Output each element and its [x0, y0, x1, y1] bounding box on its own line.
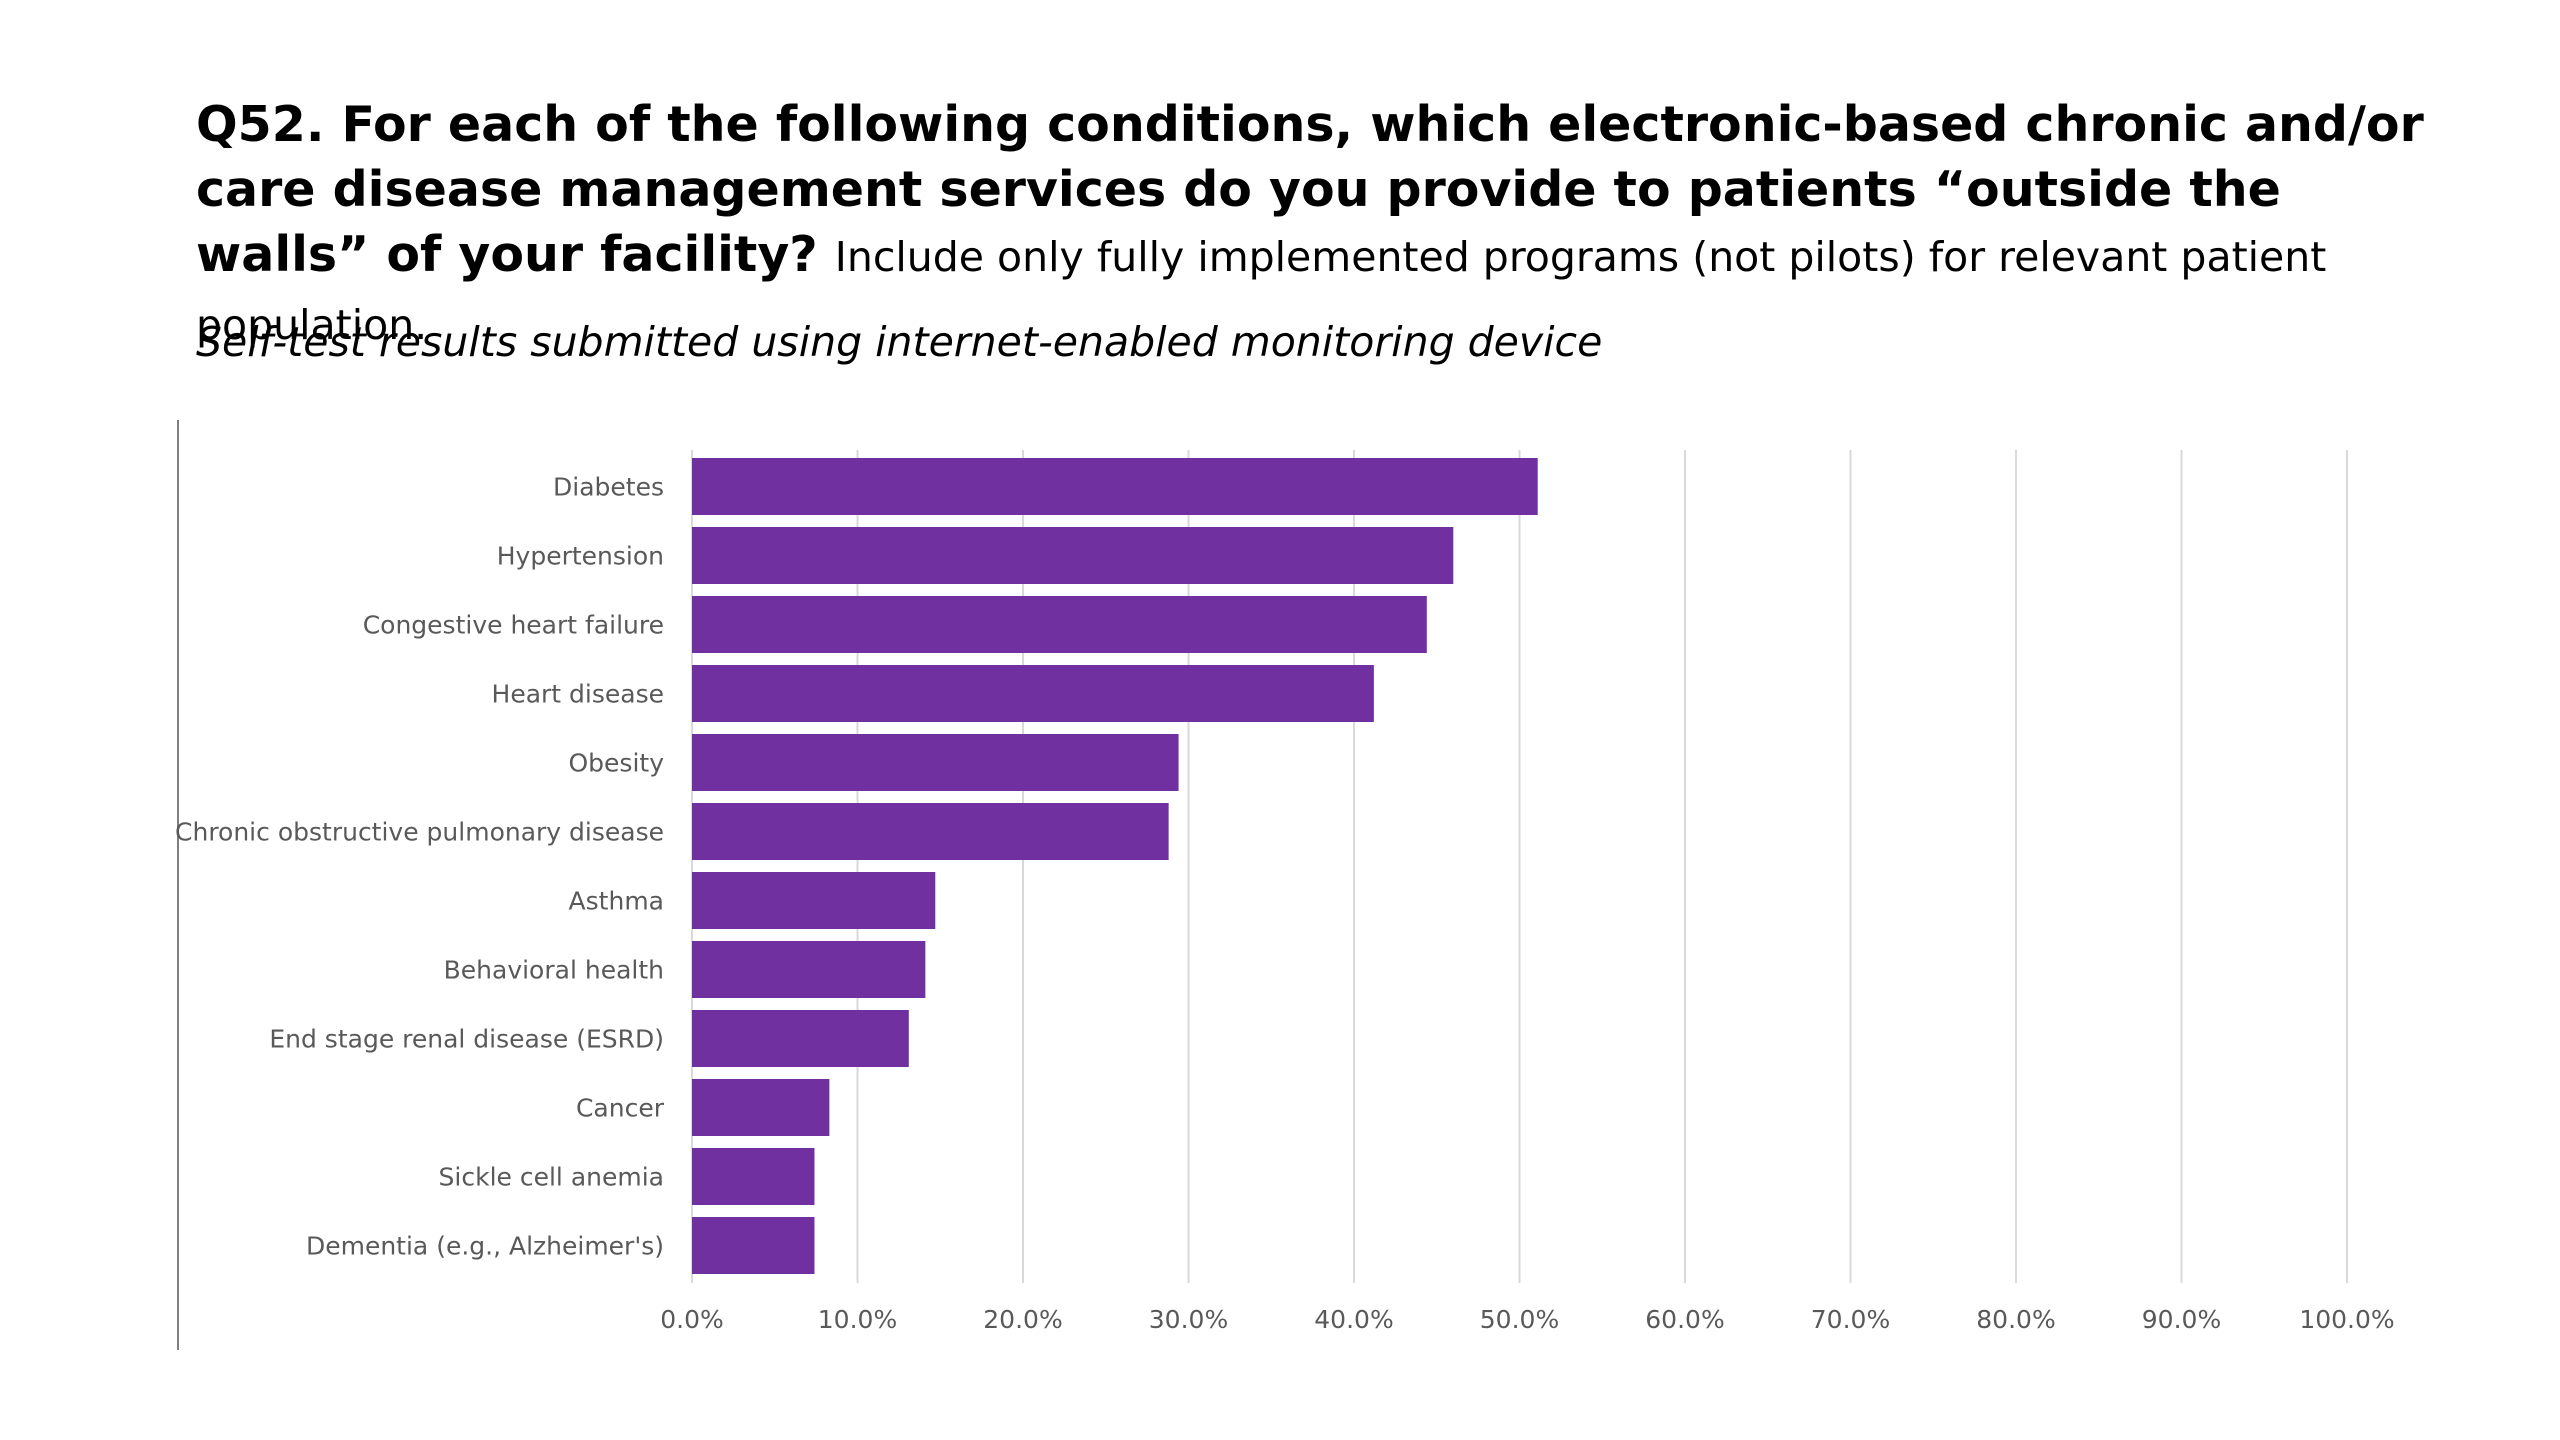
x-axis-tick-labels: 0.0% 10.0% 20.0% 30.0% 40.0% 50.0% 60.0% 70.0% 8… [660, 1305, 2394, 1334]
bar [692, 596, 1427, 653]
bar [692, 941, 926, 998]
category-labels: Diabetes Hypertension Congestive heart fai… [175, 473, 665, 1261]
chart-subtitle: Self-test results submitted using intern… [196, 318, 1603, 366]
x-tick-label: 70.0% [1811, 1305, 1890, 1334]
category-label: Heart disease [492, 680, 664, 709]
bar [692, 1148, 815, 1205]
x-tick-label: 50.0% [1480, 1305, 1559, 1334]
x-tick-label: 10.0% [818, 1305, 897, 1334]
bar [692, 872, 936, 929]
x-tick-label: 100.0% [2299, 1305, 2394, 1334]
category-label: Congestive heart failure [363, 611, 664, 640]
x-tick-label: 40.0% [1314, 1305, 1393, 1334]
slide-title: Q52. For each of the following condition… [196, 92, 2436, 358]
title-note: Include only fully implemented programs … [196, 233, 2327, 349]
category-label: End stage renal disease (ESRD) [269, 1025, 664, 1054]
bar [692, 734, 1179, 791]
bar [692, 1217, 815, 1274]
gridlines [691, 450, 2348, 1283]
x-tick-label: 0.0% [660, 1305, 724, 1334]
bar [692, 665, 1374, 722]
left-divider-line [177, 420, 179, 1350]
category-label: Obesity [569, 749, 665, 778]
category-label: Chronic obstructive pulmonary disease [175, 818, 664, 847]
bar [692, 458, 1538, 515]
title-question: Q52. For each of the following condition… [196, 96, 2424, 283]
bar [692, 1010, 909, 1067]
x-tick-label: 20.0% [983, 1305, 1062, 1334]
x-tick-label: 90.0% [2142, 1305, 2221, 1334]
bar [692, 1079, 830, 1136]
category-label: Diabetes [553, 473, 664, 502]
bars [692, 458, 1538, 1274]
category-label: Dementia (e.g., Alzheimer's) [306, 1232, 664, 1261]
category-label: Asthma [569, 887, 664, 916]
x-tick-label: 30.0% [1149, 1305, 1228, 1334]
category-label: Behavioral health [444, 956, 664, 985]
category-label: Sickle cell anemia [439, 1163, 664, 1192]
x-tick-label: 80.0% [1976, 1305, 2055, 1334]
category-label: Cancer [576, 1094, 665, 1123]
x-tick-label: 60.0% [1645, 1305, 1724, 1334]
category-label: Hypertension [497, 542, 664, 571]
bar [692, 803, 1169, 860]
bar [692, 527, 1454, 584]
